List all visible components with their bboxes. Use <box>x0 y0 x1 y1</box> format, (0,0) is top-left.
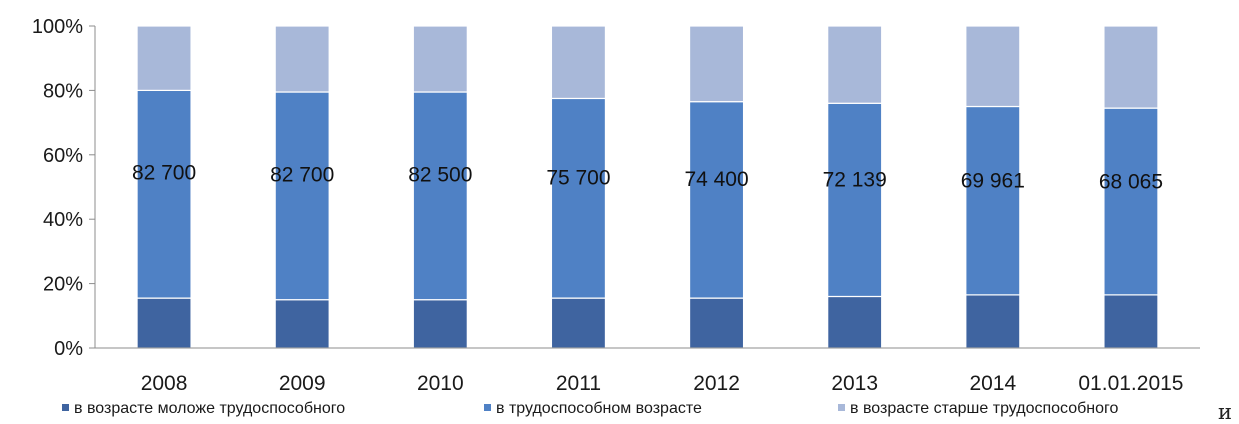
bar-segment-series-1 <box>136 297 192 349</box>
bar-stack-2010 <box>412 25 468 349</box>
bar-stack-01.01.2015 <box>1103 25 1159 349</box>
bar-segment-series-2 <box>412 91 468 301</box>
x-tick-label: 2009 <box>279 372 326 395</box>
bar-stack-2013 <box>827 25 883 349</box>
bar-segment-series-1 <box>965 294 1021 349</box>
bar-stack-2009 <box>274 25 330 349</box>
data-label: 69 961 <box>961 169 1025 192</box>
bar-segment-series-1 <box>1103 294 1159 349</box>
bar-segment-series-1 <box>274 299 330 349</box>
bar-segment-series-3 <box>827 25 883 104</box>
data-label: 72 139 <box>823 168 887 191</box>
legend-item-1: в возрасте моложе трудоспособного <box>62 400 345 417</box>
y-tick-label: 40% <box>43 209 83 231</box>
y-tick-label: 20% <box>43 274 83 296</box>
bar-segment-series-2 <box>827 102 883 298</box>
legend-swatch <box>838 404 845 411</box>
bar-segment-series-2 <box>274 91 330 301</box>
trailing-text: и <box>1218 400 1232 424</box>
bar-stack-2014 <box>965 25 1021 349</box>
legend-swatch <box>62 404 69 411</box>
x-tick-label: 2013 <box>831 372 878 395</box>
legend-label: в возрасте старше трудоспособного <box>850 400 1119 417</box>
y-tick-label: 80% <box>43 80 83 102</box>
data-label: 82 500 <box>408 163 472 186</box>
bar-segment-series-3 <box>274 25 330 93</box>
x-tick-label: 2008 <box>141 372 188 395</box>
legend-item-3: в возрасте старше трудоспособного <box>838 400 1119 417</box>
bar-segment-series-3 <box>136 25 192 92</box>
legend-label: в трудоспособном возрасте <box>496 400 702 417</box>
x-tick-label: 01.01.2015 <box>1078 372 1183 395</box>
x-tick-label: 2012 <box>693 372 740 395</box>
bar-segment-series-2 <box>136 89 192 299</box>
bar-stack-2012 <box>688 25 745 349</box>
y-tick-label: 100% <box>32 16 83 38</box>
bar-segment-series-2 <box>965 105 1021 296</box>
x-tick-label: 2011 <box>556 372 601 395</box>
data-label: 68 065 <box>1099 170 1163 193</box>
bar-segment-series-1 <box>550 297 607 349</box>
x-tick-label: 2014 <box>969 372 1016 395</box>
legend-swatch <box>484 404 491 411</box>
bar-segment-series-3 <box>550 25 607 100</box>
bar-segment-series-3 <box>965 25 1021 108</box>
data-label: 74 400 <box>684 168 748 191</box>
bar-segment-series-2 <box>550 97 607 299</box>
data-label: 82 700 <box>132 162 196 185</box>
legend-label: в возрасте моложе трудоспособного <box>74 400 345 417</box>
x-axis: 2008 2009 2010 2011 2012 2013 2014 01.01.2015 <box>95 347 1200 395</box>
bar-segment-series-3 <box>688 25 745 103</box>
bar-segment-series-3 <box>412 25 468 93</box>
y-tick-label: 60% <box>43 145 83 167</box>
bar-stack-2008 <box>136 25 192 349</box>
bars <box>136 25 1159 349</box>
legend: в возрасте моложе трудоспособного в трудо… <box>62 400 1119 417</box>
bar-segment-series-1 <box>688 297 745 349</box>
data-labels: 82 700 82 700 82 500 75 700 74 400 72 139 69 9… <box>132 162 1163 194</box>
x-tick-label: 2010 <box>417 372 464 395</box>
y-tick-label: 0% <box>54 338 83 360</box>
y-axis: 0% 20% 40% 60% 80% 100% <box>32 16 96 360</box>
legend-item-2: в трудоспособном возрасте <box>484 400 702 417</box>
bar-segment-series-1 <box>827 295 883 349</box>
bar-segment-series-3 <box>1103 25 1159 109</box>
data-label: 82 700 <box>270 163 334 186</box>
bar-stack-2011 <box>550 25 607 349</box>
data-label: 75 700 <box>546 166 610 189</box>
bar-segment-series-2 <box>1103 107 1159 296</box>
bar-segment-series-1 <box>412 299 468 349</box>
bar-segment-series-2 <box>688 101 745 299</box>
